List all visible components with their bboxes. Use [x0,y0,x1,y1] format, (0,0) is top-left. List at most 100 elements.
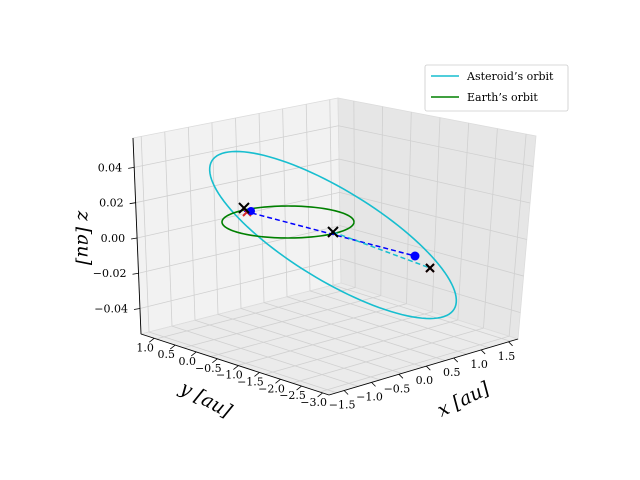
x-gridline [431,117,441,312]
y-floor-gridline [332,284,511,342]
black-x-marker-3 [425,263,435,273]
x-gridline [406,112,412,304]
x-gridline [380,106,383,296]
data-layer [208,150,458,320]
x-tick-label: 0.0 [416,374,434,387]
y-tick-mark [254,372,260,377]
blue-point-marker-1 [410,251,420,261]
x-gridline [353,101,356,288]
black-x-marker-1 [238,202,250,214]
y-floor-gridline [309,290,489,349]
z-gridline [135,158,531,204]
x-axis-line [328,338,519,396]
z-tick-label: 0.02 [99,197,124,210]
z-tick-label: −0.02 [93,267,127,280]
z-tick-label: 0.04 [98,161,123,174]
x-tick-label: 1.0 [470,358,488,371]
z-tick-label: 0.00 [101,232,126,245]
x-floor-gridline [292,327,484,384]
y-floor-gridline [148,331,337,394]
x-tick-mark [371,382,376,387]
y-floor-gridline [194,319,381,381]
x-tick-mark [453,357,459,363]
z-gridline [138,225,524,277]
x-floor-gridline [319,335,510,393]
y-gridline [329,99,334,286]
y-tick-mark [169,344,176,350]
asteroid-orbit-line [208,150,458,320]
y-tick-mark [233,365,239,370]
y-gridline [235,117,242,309]
y-tick-label: −1.0 [216,369,243,382]
x-tick-label: −0.5 [384,382,411,395]
z-gridline [139,258,521,313]
z-tick-mark [132,272,139,275]
z-tick-label: −0.04 [94,303,128,316]
legend-label-earth: Earth’s orbit [467,91,538,104]
y-floor-gridline [286,296,468,355]
y-tick-label: −0.5 [195,362,222,375]
x-floor-gridline [210,303,407,357]
axis-lines [128,137,519,398]
y-gridline [164,131,173,327]
x-tick-mark [426,365,431,371]
y-floor-gridline [217,313,402,374]
x-tick-label: 1.5 [498,350,516,363]
x-gridline [508,134,527,337]
x-tick-mark [398,373,404,379]
dashed-line-blue [243,210,416,257]
y-gridline [282,108,288,297]
z-gridline [136,191,527,240]
y-tick-mark [212,358,218,364]
axes-panes [132,97,537,396]
y-tick-label: 0.5 [157,348,175,361]
x-floor-gridline [264,319,458,375]
x-axis-label: x [au] [434,377,494,421]
y-tick-mark [296,385,302,391]
y-gridline [187,127,196,321]
y-tick-label: 1.0 [136,341,154,354]
x-tick-label: −1.0 [356,390,383,403]
z-gridline [134,125,534,168]
legend-box [424,64,569,112]
x-tick-mark [343,390,349,395]
legend: Asteroid’s orbit Earth’s orbit [424,64,569,112]
x-tick-label: −1.5 [329,399,356,412]
z-tick-mark [128,167,135,169]
z-tick-mark [129,202,136,205]
y-tick-label: 0.0 [179,355,197,368]
y-gridline [305,104,311,291]
y-tick-mark [148,337,155,343]
y-tick-label: −2.5 [279,389,306,402]
y-axis-line [140,333,330,396]
z-tick-mark [133,308,141,310]
x-tick-label: 0.5 [443,366,461,379]
y-tick-mark [191,351,197,357]
y-gridline [140,136,150,332]
x-floor-gridline [237,311,433,366]
z-tick-mark [131,237,138,240]
y-tick-label: −2.0 [258,382,285,395]
x-floor-gridline [155,287,356,340]
y-floor-gridline [171,325,359,387]
x-tick-mark [480,349,486,355]
x-gridline [483,128,498,329]
z-axis-label: z [au] [73,210,95,266]
y-gridline [211,122,219,315]
earth-orbit-line [221,205,355,239]
y-tick-mark [275,378,281,384]
x-tick-mark [508,341,513,347]
black-x-marker-2 [327,226,339,238]
y-tick-mark [317,392,323,398]
x-gridline [457,123,470,320]
y-floor-gridline [240,308,424,368]
z-axis-line [132,137,142,335]
y-floor-gridline [263,302,446,361]
y-axis-label: y [au] [175,377,235,423]
y-tick-label: −3.0 [300,396,327,409]
x-floor-gridline [183,295,381,349]
legend-label-asteroid: Asteroid’s orbit [466,70,554,83]
tick-labels: 0.040.020.00−0.02−0.041.00.50.0−0.5−1.0−… [93,161,515,411]
y-tick-label: −1.5 [237,375,264,388]
